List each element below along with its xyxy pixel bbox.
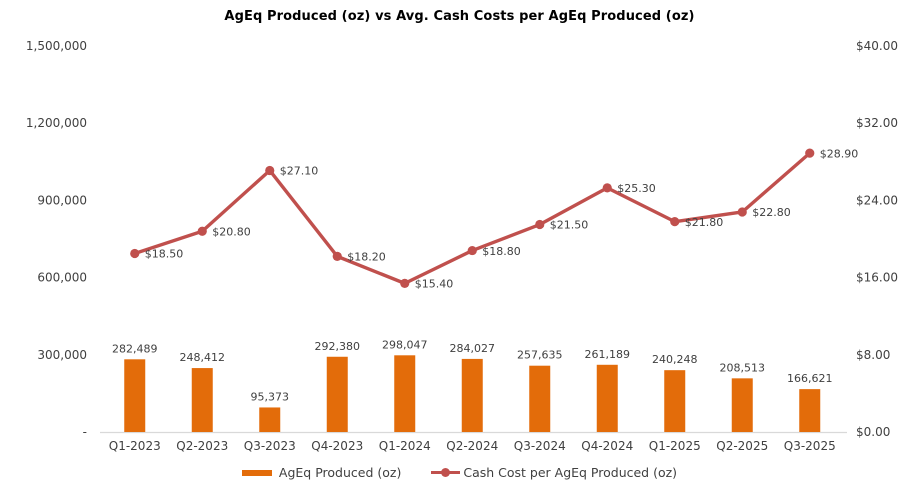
line-marker	[602, 183, 612, 193]
line-value-label: $15.40	[415, 278, 454, 291]
bar	[461, 358, 483, 432]
line-value-label: $22.80	[752, 206, 791, 219]
bar-value-label: 240,248	[652, 353, 698, 366]
category-label: Q1-2023	[109, 439, 161, 453]
bar	[596, 364, 618, 432]
line-series-marker-icon	[441, 468, 451, 477]
category-label: Q2-2025	[716, 439, 768, 453]
bar-series-swatch	[241, 469, 272, 476]
bar	[664, 370, 686, 432]
line-value-label: $28.90	[820, 147, 859, 160]
right-axis-tick-label: $24.00	[856, 193, 898, 207]
legend: AgEq Produced (oz) Cash Cost per AgEq Pr…	[0, 465, 919, 480]
legend-label-line-series: Cash Cost per AgEq Produced (oz)	[463, 465, 678, 480]
line-marker	[805, 148, 815, 158]
category-label: Q3-2024	[514, 439, 566, 453]
right-axis-tick-label: $32.00	[856, 116, 898, 130]
line-value-label: $27.10	[280, 165, 319, 178]
bar-value-label: 95,373	[251, 390, 290, 403]
left-axis-ticks: - 300,000 600,000 900,000 1,200,000 1,500,000	[26, 39, 87, 439]
bar	[529, 365, 551, 432]
right-axis-tick-label: $40.00	[856, 39, 898, 53]
line-marker	[197, 226, 207, 236]
right-axis-ticks: $0.00 $8.00 $16.00 $24.00 $32.00 $40.00	[856, 39, 898, 439]
left-axis-tick-label: 300,000	[37, 348, 87, 362]
bar-value-label: 208,513	[720, 361, 766, 374]
right-axis-tick-label: $0.00	[856, 425, 890, 439]
right-axis-tick-label: $16.00	[856, 271, 898, 285]
line-value-label: $18.50	[145, 248, 184, 261]
bar	[394, 355, 416, 432]
category-label: Q4-2024	[581, 439, 633, 453]
bar-value-label: 282,489	[112, 342, 158, 355]
category-label: Q1-2024	[379, 439, 431, 453]
legend-item-bar-series: AgEq Produced (oz)	[241, 465, 402, 480]
bar	[326, 356, 348, 432]
line-marker	[265, 165, 275, 176]
category-label: Q4-2023	[311, 439, 363, 453]
bar-value-label: 248,412	[180, 351, 226, 364]
category-label: Q2-2024	[446, 439, 498, 453]
line-marker	[130, 248, 140, 259]
line-marker	[737, 207, 747, 217]
bar	[731, 378, 753, 432]
line-value-label: $18.80	[482, 245, 521, 258]
line-value-label: $21.50	[550, 219, 589, 232]
left-axis-tick-label: 600,000	[37, 271, 87, 285]
category-labels: Q1-2023 Q2-2023 Q3-2023 Q4-2023 Q1-2024 Q2-20…	[109, 439, 836, 453]
bar-value-label: 261,189	[585, 348, 631, 361]
line-value-label: $25.30	[617, 182, 656, 195]
line-marker	[467, 245, 477, 256]
bar-value-label: 284,027	[450, 342, 496, 355]
bar	[259, 407, 281, 432]
line-series-swatch	[431, 468, 461, 477]
line-value-labels: $18.50 $20.80 $27.10 $18.20 $15.40 $18.80 $21.…	[145, 147, 859, 290]
bar	[799, 389, 821, 432]
bar-value-label: 166,621	[787, 372, 833, 385]
right-axis-tick-label: $8.00	[856, 348, 890, 362]
chart-title: AgEq Produced (oz) vs Avg. Cash Costs pe…	[224, 9, 695, 24]
category-label: Q1-2025	[649, 439, 701, 453]
line-marker	[400, 278, 410, 288]
bar-value-label: 298,047	[382, 338, 428, 351]
bar	[191, 368, 213, 432]
bar	[124, 359, 146, 432]
line-marker	[535, 219, 545, 230]
legend-label-bar-series: AgEq Produced (oz)	[278, 465, 402, 480]
left-axis-tick-label: 900,000	[37, 193, 87, 207]
category-label: Q2-2023	[176, 439, 228, 453]
left-axis-tick-label: -	[83, 425, 87, 439]
category-label: Q3-2025	[784, 439, 836, 453]
bar-value-label: 257,635	[517, 349, 563, 362]
line-value-label: $21.80	[685, 216, 724, 229]
category-label: Q3-2023	[244, 439, 296, 453]
line-value-label: $20.80	[212, 225, 251, 238]
bar-value-labels: 282,489 248,412 95,373 292,380 298,047 284,02…	[112, 338, 833, 403]
line-marker	[332, 251, 342, 261]
legend-item-line-series: Cash Cost per AgEq Produced (oz)	[431, 465, 677, 480]
bar-value-label: 292,380	[315, 340, 361, 353]
line-value-label: $18.20	[347, 251, 386, 264]
line-series	[130, 148, 815, 288]
bar-series	[124, 355, 821, 432]
left-axis-tick-label: 1,200,000	[26, 116, 87, 130]
line-marker	[670, 217, 680, 227]
left-axis-tick-label: 1,500,000	[26, 39, 87, 53]
